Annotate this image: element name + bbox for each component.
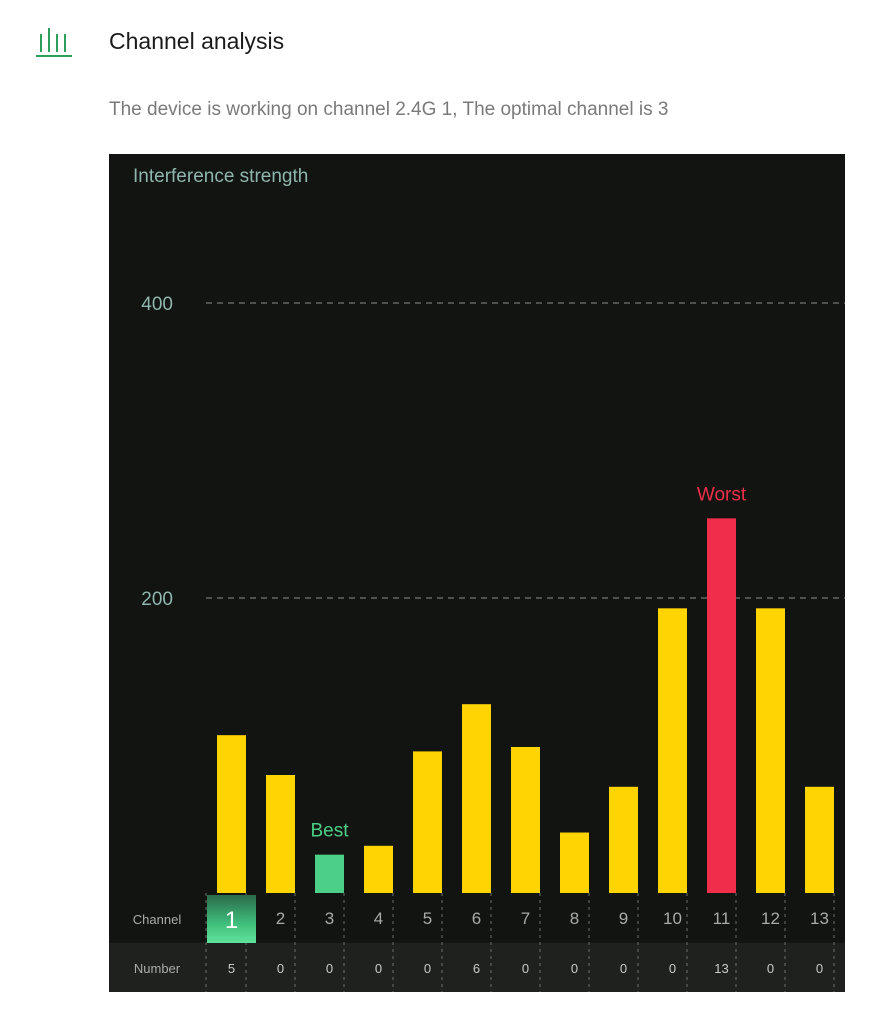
best-label: Best [310, 821, 349, 842]
bar-channel-2 [266, 775, 295, 893]
number-value: 0 [669, 961, 676, 976]
bar-channel-8 [560, 832, 589, 893]
number-value: 0 [375, 961, 382, 976]
worst-label: Worst [697, 484, 747, 505]
bar-channel-13 [805, 786, 834, 893]
number-value: 0 [620, 961, 627, 976]
number-value: 0 [767, 961, 774, 976]
number-value: 0 [522, 961, 529, 976]
y-tick-label: 200 [141, 589, 173, 610]
bar-channel-1 [217, 735, 246, 893]
number-value: 0 [277, 961, 284, 976]
bar-channel-7 [511, 746, 540, 893]
bar-channel-11 [707, 518, 736, 893]
page-title: Channel analysis [109, 28, 285, 54]
number-value: 0 [326, 961, 333, 976]
number-value: 0 [571, 961, 578, 976]
channel-label: 13 [810, 909, 829, 928]
bar-channel-10 [658, 608, 687, 893]
channel-label: 2 [276, 909, 285, 928]
channel-label: 7 [521, 909, 530, 928]
channel-label: 11 [713, 909, 731, 928]
number-value: 5 [228, 961, 235, 976]
bar-channel-9 [609, 786, 638, 893]
channel-label: 5 [423, 909, 432, 928]
channel-label: 3 [325, 909, 334, 928]
chart-title: Interference strength [133, 166, 308, 187]
status-text: The device is working on channel 2.4G 1,… [109, 99, 669, 120]
channel-label: 12 [761, 909, 780, 928]
channel-label: 10 [663, 909, 682, 928]
bar-chart-icon [36, 28, 72, 57]
y-tick-label: 400 [141, 294, 173, 315]
current-channel-highlight [207, 895, 256, 943]
channel-label: 8 [570, 909, 579, 928]
channel-label: 1 [225, 907, 238, 934]
channel-row-label: Channel [133, 912, 182, 927]
channel-label: 4 [374, 909, 383, 928]
channel-label: 6 [472, 909, 481, 928]
bar-channel-4 [364, 845, 393, 893]
number-value: 6 [473, 961, 480, 976]
number-row-label: Number [134, 961, 181, 976]
number-value: 13 [714, 961, 728, 976]
bar-channel-5 [413, 751, 442, 893]
channel-chart-panel: Interference strength 200 400 Channel Number… [109, 154, 845, 992]
number-value: 0 [424, 961, 431, 976]
bar-channel-6 [462, 704, 491, 893]
bar-channel-3 [315, 854, 344, 893]
interference-chart: Interference strength200400ChannelNumber… [109, 166, 845, 992]
bar-channel-12 [756, 608, 785, 893]
number-row-bg [109, 943, 845, 992]
channel-label: 9 [619, 909, 628, 928]
number-value: 0 [816, 961, 823, 976]
